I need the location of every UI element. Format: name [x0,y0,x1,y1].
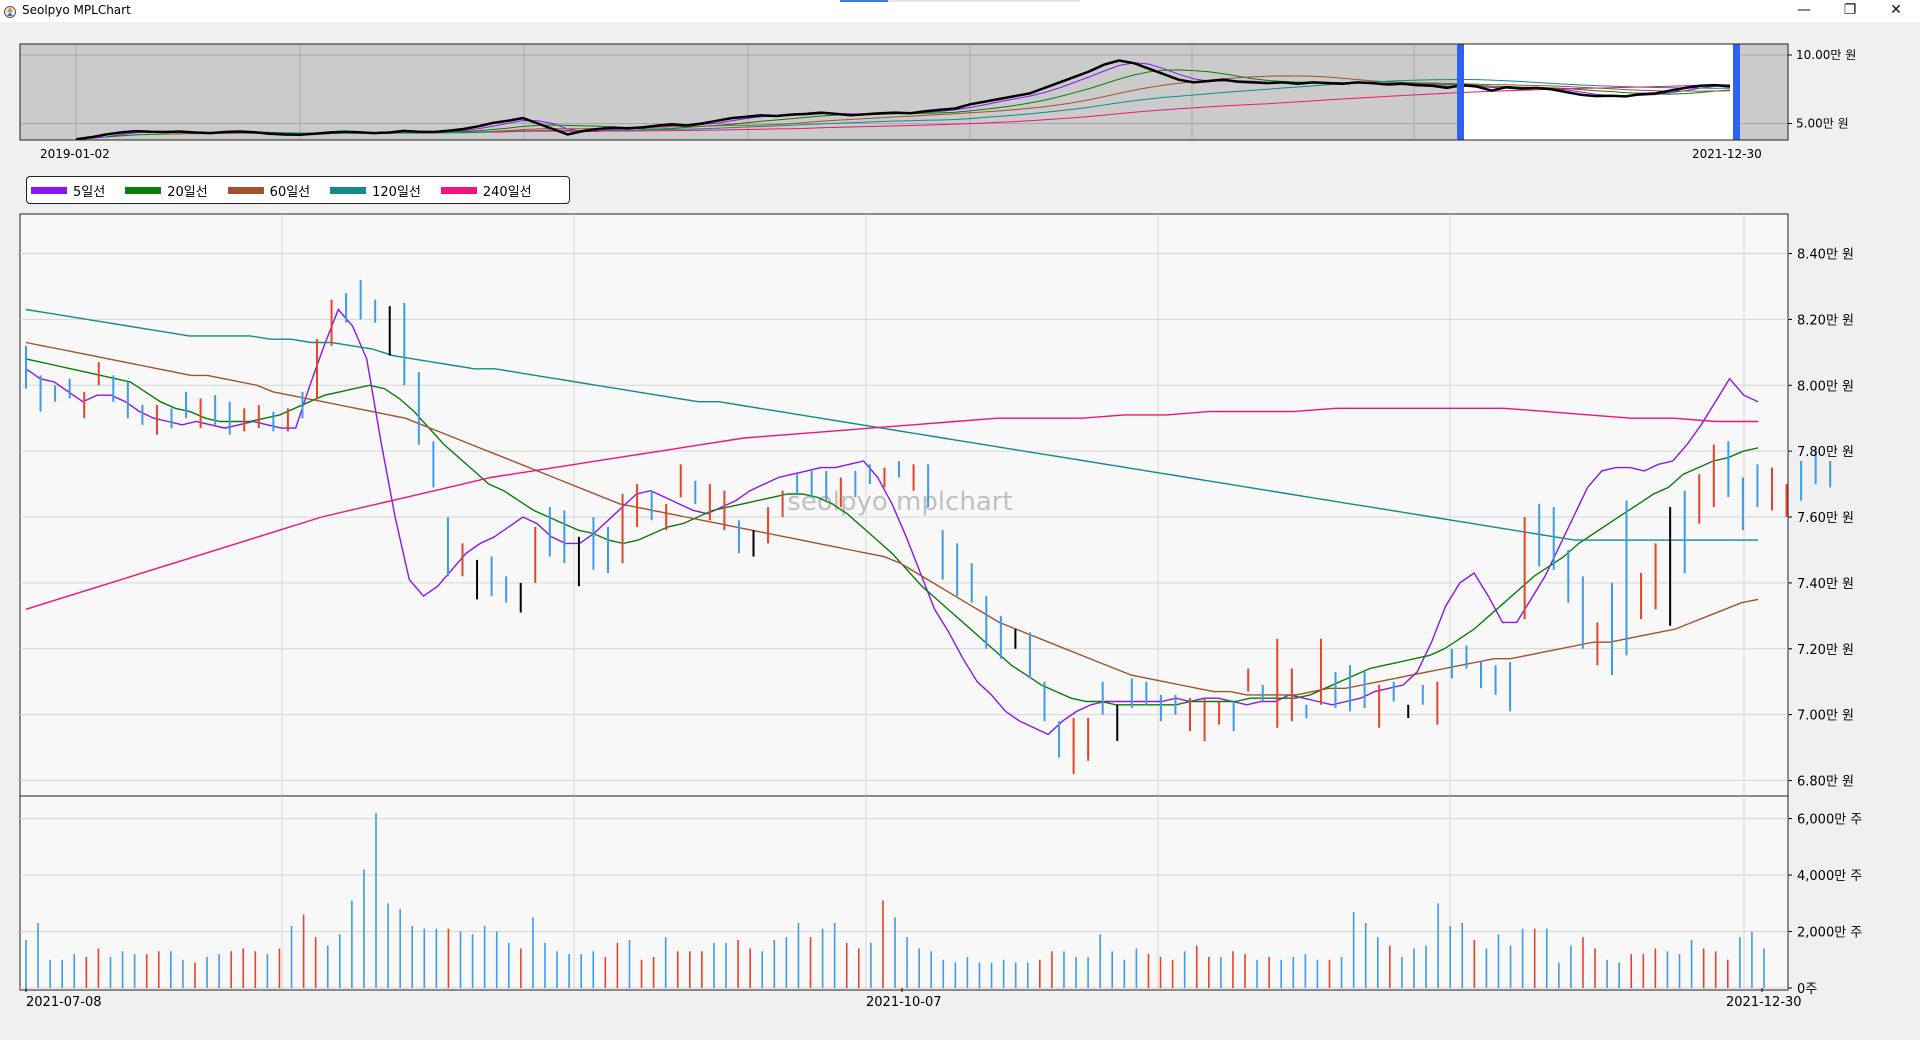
price-y-ticks: 6.80만 원 7.00만 원 7.20만 원 7.40만 원 7.60만 원 7.80만… [1788,248,1854,790]
overview-ytick-label: 5.00만 원 [1796,117,1849,131]
price-grid [20,214,1788,797]
price-candles [25,279,1832,774]
app-icon [4,6,16,18]
overview-x-end-label: 2021-12-30 [1692,147,1762,161]
price-ytick-label: 7.80만 원 [1797,445,1854,460]
legend-item-60[interactable]: 60일선 [227,181,311,200]
legend-label: 120일선 [372,184,421,200]
ma-line-240일선 [25,407,1758,610]
close-button[interactable]: ✕ [1873,0,1919,22]
legend-item-20[interactable]: 20일선 [125,181,208,200]
minimize-icon: — [1797,2,1811,18]
price-ytick-label: 6.80만 원 [1797,775,1854,790]
legend-label: 60일선 [269,184,311,200]
legend-label: 5일선 [73,184,106,200]
window-title: Seolpyo MPLChart [22,3,131,17]
overview-ma-line [493,84,1731,133]
volume-xtick-label: 2021-07-08 [26,995,102,1010]
volume-y-ticks: 0주 2,000만 주 4,000만 주 6,000만 주 [1788,813,1862,997]
volume-bars [25,812,1765,988]
overview-y-ticks: 10.00만 원 5.00만 원 [1788,48,1856,131]
volume-plot-area [19,795,1789,991]
minimize-button[interactable]: — [1781,0,1827,22]
volume-xtick-label: 2021-12-30 [1726,995,1802,1010]
price-ytick-label: 7.20만 원 [1797,643,1854,658]
ma-line-120일선 [25,308,1758,541]
volume-ytick-label: 6,000만 주 [1797,813,1862,828]
volume-xtick-label: 2021-10-07 [866,995,942,1010]
slider-left-handle[interactable] [1457,44,1464,140]
volume-ytick-label: 2,000만 주 [1797,926,1862,941]
price-ytick-label: 8.40만 원 [1797,248,1854,263]
watermark: seolpyo mplchart [787,487,1012,517]
legend-swatch [330,186,367,194]
restore-button[interactable]: ❐ [1827,0,1873,22]
overview-chart[interactable]: 10.00만 원 5.00만 원 2019-01-02 2021-12-30 [19,43,1856,161]
price-ytick-label: 7.00만 원 [1797,709,1854,724]
legend-swatch [125,186,162,194]
close-icon: ✕ [1890,2,1902,18]
overview-price-line [75,59,1731,141]
restore-icon: ❐ [1843,2,1857,18]
overview-ytick-label: 10.00만 원 [1796,48,1856,62]
overview-visible-window [1460,44,1736,140]
legend-item-120[interactable]: 120일선 [330,181,421,200]
price-chart[interactable]: seolpyo mplchart 6.80만 원 7.00만 원 7.20만 원 7.… [19,213,1854,798]
legend-item-240[interactable]: 240일선 [440,181,532,200]
ma-line-5일선 [25,308,1759,736]
legend-swatch [31,186,67,194]
volume-ytick-label: 4,000만 주 [1797,869,1862,884]
titlebar-accent [840,0,888,2]
ma-line-60일선 [25,341,1759,696]
price-ytick-label: 7.60만 원 [1797,511,1854,526]
volume-grid [20,796,1788,989]
legend-item-5[interactable]: 5일선 [31,181,105,200]
legend: 5일선 20일선 60일선 120일선 240일선 [26,176,570,204]
price-ytick-label: 8.20만 원 [1797,313,1854,328]
price-ytick-label: 8.00만 원 [1797,379,1854,394]
legend-label: 240일선 [482,184,532,200]
legend-label: 20일선 [167,184,208,200]
window-titlebar: Seolpyo MPLChart — ❐ ✕ [0,0,1920,22]
volume-x-ticks: 2021-07-08 2021-10-07 2021-12-30 [25,988,1802,1010]
titlebar-accent-light [888,0,1080,2]
volume-ytick-label: 0주 [1797,982,1817,997]
moving-average-lines [25,308,1759,736]
price-ytick-label: 7.40만 원 [1797,577,1854,592]
slider-right-handle[interactable] [1733,44,1740,140]
volume-chart[interactable]: 0주2,000만 주4,000만 주6,000만 주 2021-07-08 202… [19,795,1862,1010]
legend-swatch [440,186,477,194]
price-plot-area [19,213,1789,798]
overview-x-start-label: 2019-01-02 [40,147,110,161]
legend-swatch [227,186,264,194]
overview-frame [19,43,1789,141]
overview-series [75,59,1731,141]
